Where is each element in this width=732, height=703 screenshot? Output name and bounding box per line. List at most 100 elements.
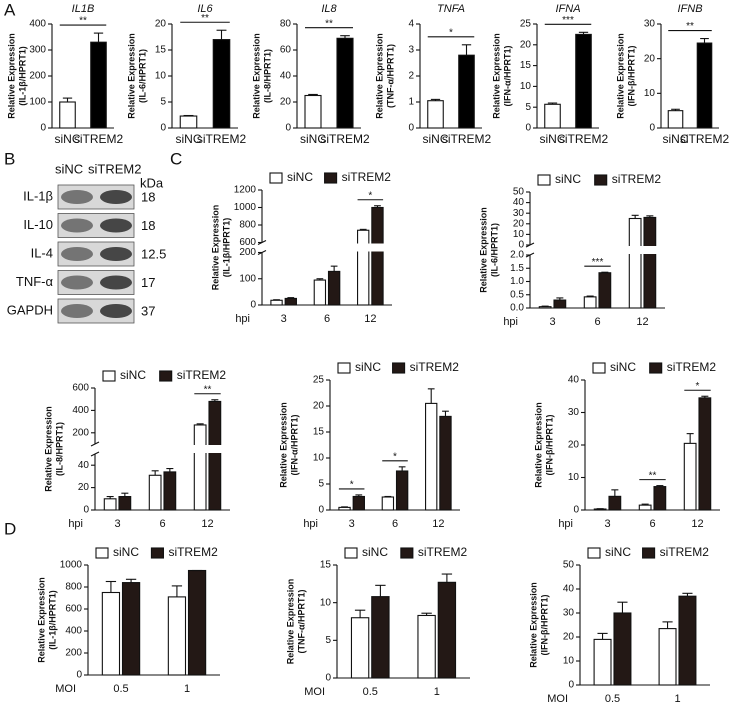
legend-label: siTREM2 bbox=[342, 170, 392, 184]
y-tick-label: 30 bbox=[563, 608, 575, 619]
error-bar bbox=[354, 609, 366, 618]
blot-header: siNC bbox=[55, 161, 83, 176]
y-tick-label: 10 bbox=[644, 88, 656, 99]
x-tick-label: 3 bbox=[349, 518, 355, 530]
x-tick-label: siNC bbox=[540, 132, 566, 146]
blot-band bbox=[61, 247, 93, 261]
y-tick-label: 40 bbox=[563, 584, 575, 595]
axis-break-mark bbox=[525, 242, 535, 248]
x-axis-label: hpi bbox=[68, 518, 83, 530]
y-tick-label: 50 bbox=[513, 187, 525, 198]
y-tick-label: 15 bbox=[155, 45, 167, 56]
y-axis-label: (IFN-β/HPRT1) bbox=[539, 595, 549, 656]
y-tick-label: 50 bbox=[563, 560, 575, 571]
y-tick-label: 5 bbox=[525, 102, 531, 113]
bar bbox=[653, 486, 667, 511]
legend-label: siNC bbox=[555, 172, 581, 186]
blot-row-label: IL-4 bbox=[31, 245, 53, 260]
blot-band bbox=[61, 275, 93, 290]
y-tick-label: 200 bbox=[65, 648, 82, 659]
y-axis-label: Relative Expression bbox=[478, 207, 488, 293]
x-tick-label: 1 bbox=[184, 683, 190, 695]
panel-label: C bbox=[170, 149, 182, 168]
x-axis-label: MOI bbox=[55, 683, 76, 695]
blot-band bbox=[61, 304, 93, 318]
blot-band bbox=[100, 247, 132, 261]
y-axis-label: Relative Expression bbox=[210, 205, 220, 291]
chart-title: IFNB bbox=[677, 3, 702, 15]
y-tick-label: 15 bbox=[520, 60, 532, 71]
blot-band bbox=[100, 304, 132, 318]
y-tick-label: 0 bbox=[318, 505, 324, 516]
y-tick-label: 0 bbox=[76, 670, 82, 681]
significance-label: *** bbox=[562, 15, 574, 26]
bar bbox=[179, 115, 198, 129]
blot-row-label: IL-1β bbox=[23, 188, 53, 203]
x-tick-label: siTREM2 bbox=[197, 132, 247, 146]
y-tick-label: 20 bbox=[280, 97, 292, 108]
bar bbox=[538, 306, 552, 309]
error-bar bbox=[631, 214, 639, 219]
significance-label: ** bbox=[204, 384, 212, 395]
x-tick-label: 12 bbox=[636, 316, 648, 328]
legend-label: siNC bbox=[287, 170, 313, 184]
legend-label: siTREM2 bbox=[168, 545, 218, 559]
blot-row-label: IL-10 bbox=[23, 217, 53, 232]
y-tick-label: 1.0 bbox=[510, 276, 524, 287]
significance-label: * bbox=[696, 381, 700, 392]
legend-label: siNC bbox=[113, 545, 139, 559]
y-tick-label: 20 bbox=[313, 401, 325, 412]
bar bbox=[678, 595, 697, 686]
legend-label: siTREM2 bbox=[660, 545, 710, 559]
y-tick-label: 40 bbox=[513, 197, 525, 208]
bar bbox=[350, 617, 370, 679]
bar bbox=[575, 33, 592, 129]
x-tick-label: 12 bbox=[432, 518, 444, 530]
x-tick-label: 3 bbox=[281, 313, 287, 325]
legend-label: siTREM2 bbox=[410, 360, 460, 374]
error-bar bbox=[183, 114, 194, 117]
blot-band bbox=[100, 275, 132, 290]
x-tick-label: 6 bbox=[649, 518, 655, 530]
bar bbox=[118, 496, 132, 511]
significance-label: ** bbox=[649, 470, 657, 481]
axis-break-mark bbox=[525, 252, 535, 258]
bar bbox=[544, 103, 561, 129]
y-axis-label: (IL-6/HPRT1) bbox=[489, 223, 499, 277]
error-bar bbox=[578, 31, 589, 35]
y-tick-label: 30 bbox=[568, 407, 580, 418]
blot-row-label: TNF-α bbox=[16, 274, 54, 289]
bar bbox=[593, 638, 612, 686]
y-tick-label: 80 bbox=[280, 19, 292, 30]
y-tick-label: 20 bbox=[513, 218, 525, 229]
y-tick-label: 20 bbox=[520, 39, 532, 50]
bar bbox=[187, 569, 207, 676]
y-tick-label: 600 bbox=[239, 237, 256, 248]
x-tick-label: 3 bbox=[549, 316, 555, 328]
bar bbox=[425, 402, 438, 511]
y-axis-label: Relative Expression bbox=[36, 577, 46, 663]
bar bbox=[427, 100, 444, 129]
blot-band bbox=[61, 190, 93, 204]
y-tick-label: 2.0 bbox=[510, 250, 524, 261]
bar bbox=[696, 42, 713, 129]
legend-swatch bbox=[649, 362, 663, 374]
error-bar bbox=[398, 466, 406, 471]
bar bbox=[417, 614, 436, 679]
x-tick-label: siTREM2 bbox=[320, 132, 370, 146]
bar bbox=[208, 400, 222, 511]
error-bar bbox=[62, 97, 73, 102]
y-tick-label: 1200 bbox=[234, 185, 257, 196]
y-axis-label: Relative Expression bbox=[278, 402, 288, 488]
y-tick-label: 800 bbox=[65, 582, 82, 593]
error-bar bbox=[611, 489, 619, 497]
legend-swatch bbox=[400, 547, 414, 559]
legend-swatch bbox=[324, 172, 338, 184]
blot-band bbox=[61, 218, 93, 233]
y-tick-label: 40 bbox=[78, 460, 90, 471]
y-tick-label: 0 bbox=[525, 123, 531, 134]
axis-break bbox=[90, 445, 231, 453]
y-tick-label: 2 bbox=[408, 71, 414, 82]
bar bbox=[148, 474, 162, 511]
y-tick-label: 5 bbox=[318, 479, 324, 490]
